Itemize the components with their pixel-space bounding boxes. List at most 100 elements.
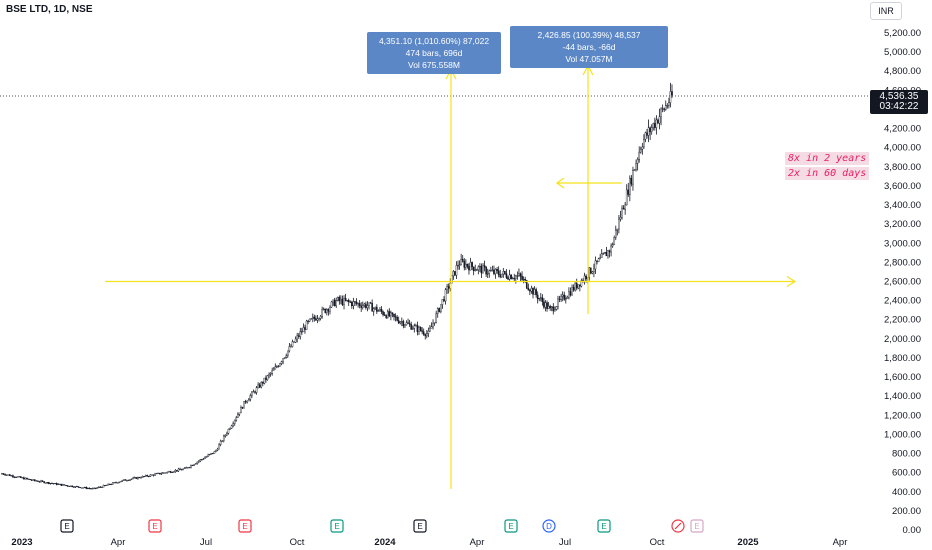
measure-2-bars: -44 bars, -66d xyxy=(562,42,616,52)
currency-selector[interactable]: INR xyxy=(870,2,902,20)
candle-body xyxy=(326,309,328,313)
event-marker-label: E xyxy=(601,522,606,531)
candle-body xyxy=(16,476,19,478)
measure-box-2[interactable]: 2,426.85 (100.39%) 48,537 -44 bars, -66d… xyxy=(510,26,668,68)
candle-body xyxy=(516,275,519,277)
candle-body xyxy=(283,357,286,359)
candle-body xyxy=(132,477,134,480)
candle-body xyxy=(385,315,387,318)
candle-body xyxy=(632,170,634,185)
candle-body xyxy=(616,228,619,231)
candle-body xyxy=(377,310,380,312)
annotation-2x[interactable]: 2x in 60 days xyxy=(785,167,870,180)
drawing-tools-layer[interactable] xyxy=(105,64,797,489)
candle-body xyxy=(354,301,356,303)
candle-body xyxy=(383,314,386,316)
candle-body xyxy=(121,480,124,482)
candle-body xyxy=(274,366,277,370)
x-tick-label: Apr xyxy=(833,537,848,548)
candle-body xyxy=(352,301,355,307)
candle-body xyxy=(201,459,203,461)
candle-body xyxy=(358,303,361,307)
candle-body xyxy=(254,391,256,393)
y-tick-label: 200.00 xyxy=(892,506,921,517)
candle-body xyxy=(322,308,325,310)
candle-body xyxy=(668,102,670,106)
candle-body xyxy=(244,401,247,403)
candle-body xyxy=(482,265,484,274)
candle-body xyxy=(113,482,116,484)
y-tick-label: 400.00 xyxy=(892,487,921,498)
candle-body xyxy=(291,341,294,347)
candle-body xyxy=(27,478,30,480)
candle-body xyxy=(129,479,131,481)
earnings-marker xyxy=(238,519,252,533)
annotation-8x[interactable]: 8x in 2 years xyxy=(785,152,870,165)
candle-body xyxy=(319,316,322,319)
candle-body xyxy=(213,451,216,454)
time-axis[interactable]: 2023 Apr Jul Oct 2024 Apr Jul Oct 2025 Apr xyxy=(11,537,847,548)
candle-body xyxy=(76,486,78,488)
y-tick-label: 600.00 xyxy=(892,468,921,479)
candle-body xyxy=(93,487,95,489)
y-tick-label: 5,200.00 xyxy=(884,28,921,39)
candle-body xyxy=(69,485,72,487)
candle-body xyxy=(163,472,166,474)
candle-body xyxy=(404,324,406,327)
candle-body xyxy=(229,428,231,430)
candle-body xyxy=(619,217,622,220)
measure-1-bars: 474 bars, 696d xyxy=(405,48,463,58)
candle-body xyxy=(357,303,359,305)
candle-body xyxy=(657,119,659,124)
candle-body xyxy=(255,387,258,393)
candle-body xyxy=(477,266,480,271)
candle-body xyxy=(432,323,434,327)
candle-body xyxy=(171,472,174,474)
candle-body xyxy=(32,479,35,481)
candle-body xyxy=(321,308,323,317)
candle-body xyxy=(633,169,636,171)
candle-body xyxy=(287,350,289,356)
candle-body xyxy=(561,294,564,297)
candle-body xyxy=(474,269,477,271)
candle-body xyxy=(600,253,603,258)
y-tick-label: 800.00 xyxy=(892,449,921,460)
candle-body xyxy=(379,309,381,311)
price-axis[interactable]: 0.00 200.00 400.00 600.00 800.00 1,000.00 1,20… xyxy=(884,28,921,536)
candle-body xyxy=(130,478,133,480)
candle-body xyxy=(127,480,130,482)
candle-body xyxy=(401,321,403,323)
candle-body xyxy=(452,271,455,277)
candle-body xyxy=(315,318,317,321)
candle-body xyxy=(625,189,628,206)
candle-body xyxy=(215,450,217,452)
candle-body xyxy=(44,482,47,484)
candle-body xyxy=(77,486,80,488)
y-tick-label: 1,000.00 xyxy=(884,429,921,440)
candle-body xyxy=(172,471,175,473)
candle-body xyxy=(568,291,570,298)
candle-body xyxy=(266,375,269,380)
candle-body xyxy=(549,306,551,309)
x-tick-label: 2024 xyxy=(374,537,396,548)
earnings-marker xyxy=(690,519,704,533)
level-arrowhead xyxy=(786,275,797,288)
candle-body xyxy=(363,303,366,306)
candle-body xyxy=(41,480,44,482)
candle-body xyxy=(466,263,469,267)
candle-body xyxy=(560,296,562,300)
candle-body xyxy=(369,302,372,304)
candle-body xyxy=(48,482,50,484)
candle-body xyxy=(66,485,69,487)
candle-body xyxy=(413,325,416,329)
candle-body xyxy=(388,311,391,317)
measure-box-1[interactable]: 4,351.10 (1,010.60%) 87,022 474 bars, 69… xyxy=(367,32,501,74)
candle-body xyxy=(272,368,275,371)
measure-1-volume: Vol 675.558M xyxy=(408,60,460,70)
candle-body xyxy=(218,444,220,450)
candle-body xyxy=(532,288,534,295)
candle-body xyxy=(277,366,280,368)
candle-body xyxy=(212,452,214,454)
candle-body xyxy=(496,269,498,272)
